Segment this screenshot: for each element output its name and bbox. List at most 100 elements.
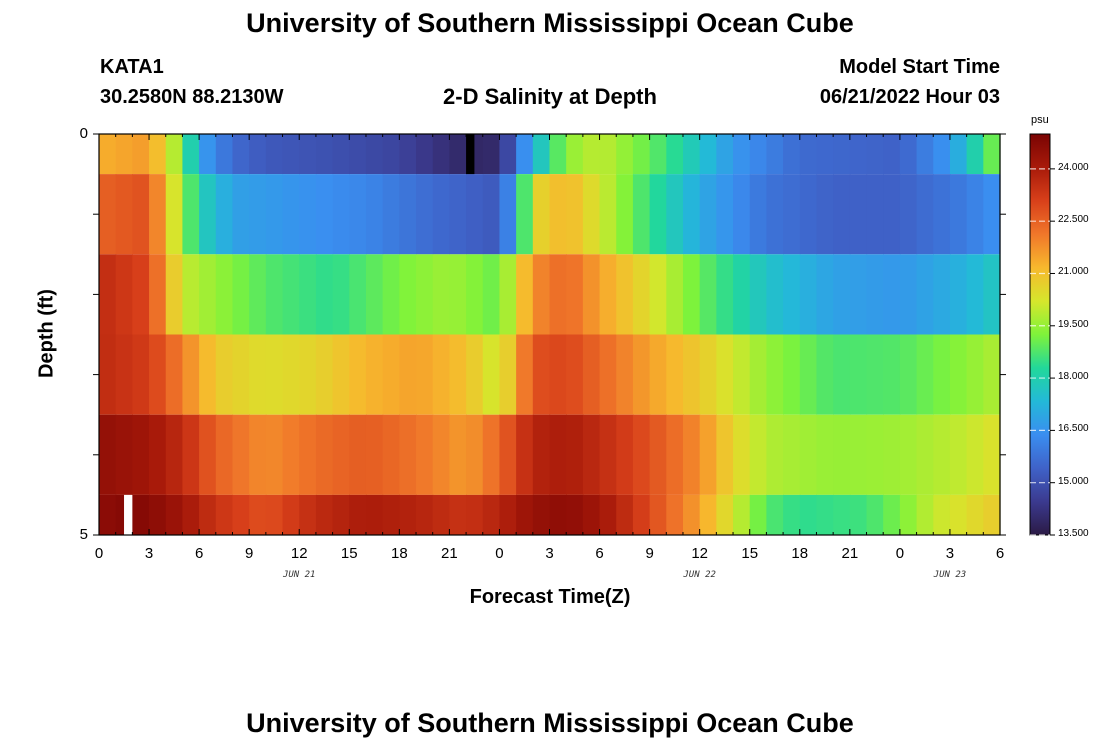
y-axis-label: Depth (ft): [35, 289, 58, 378]
heatmap-cell: [682, 174, 701, 255]
heatmap-cell: [616, 494, 634, 535]
heatmap-cell: [382, 174, 400, 255]
heatmap-cell: [849, 134, 868, 175]
heatmap-cell: [482, 334, 501, 415]
heatmap-cell: [966, 134, 984, 175]
heatmap-cell: [699, 494, 717, 535]
heatmap-cell: [149, 174, 167, 255]
heatmap-cell: [549, 134, 567, 175]
heatmap-cell: [949, 414, 968, 495]
heatmap-cell: [215, 414, 234, 495]
heatmap-cell: [899, 494, 918, 535]
heatmap-cell: [582, 254, 601, 335]
heatmap-cell: [365, 414, 384, 495]
heatmap-cell: [933, 254, 951, 335]
heatmap-cell: [416, 254, 434, 335]
heatmap-cell: [866, 134, 884, 175]
heatmap-cell: [482, 254, 501, 335]
heatmap-cell: [933, 174, 951, 255]
heatmap-cell: [899, 174, 918, 255]
heatmap-cell: [315, 494, 334, 535]
heatmap-cell: [115, 174, 133, 255]
heatmap-cell: [249, 414, 267, 495]
heatmap-cell: [599, 494, 617, 535]
heatmap-cell: [883, 414, 901, 495]
heatmap-cell: [666, 174, 684, 255]
heatmap-cell: [449, 174, 467, 255]
heatmap-cell: [516, 134, 534, 175]
heatmap-cell: [916, 254, 934, 335]
heatmap-cell: [532, 174, 551, 255]
y-axis: [93, 133, 1006, 536]
heatmap-cell: [149, 334, 167, 415]
heatmap-cell: [516, 414, 534, 495]
x-tick-label: 15: [741, 545, 759, 562]
x-tick-label: 15: [340, 545, 358, 562]
heatmap-cell: [249, 134, 267, 175]
heatmap-cell: [132, 174, 150, 255]
y-tick-label: 5: [79, 526, 88, 543]
heatmap-cell: [466, 494, 484, 535]
heatmap-cell: [332, 414, 350, 495]
heatmap-cell: [933, 494, 951, 535]
heatmap-cell: [482, 494, 501, 535]
heatmap-cell: [99, 494, 117, 535]
heatmap-cell: [432, 254, 450, 335]
y-tick-label: 0: [79, 125, 88, 142]
heatmap-cell: [466, 414, 484, 495]
heatmap-cell: [616, 414, 634, 495]
heatmap-cell: [365, 134, 384, 175]
heatmap-cell: [766, 134, 784, 175]
heatmap-cell: [716, 334, 734, 415]
chart-title: 2-D Salinity at Depth: [443, 84, 657, 109]
heatmap-cell: [215, 254, 234, 335]
heatmap-cell: [582, 334, 601, 415]
heatmap-cell: [99, 334, 117, 415]
heatmap-cell: [566, 414, 584, 495]
heatmap-cell: [365, 174, 384, 255]
heatmap-cell: [716, 134, 734, 175]
heatmap-cell: [983, 134, 1001, 175]
heatmap-cell: [699, 174, 717, 255]
heatmap-cell: [599, 414, 617, 495]
heatmap-cell: [532, 254, 551, 335]
x-tick-label: 21: [441, 545, 458, 562]
heatmap-cell: [666, 414, 684, 495]
heatmap-cell: [232, 334, 250, 415]
heatmap-cell: [616, 254, 634, 335]
heatmap-cell: [883, 254, 901, 335]
heatmap-cell: [783, 134, 801, 175]
heatmap-cell: [783, 334, 801, 415]
heatmap-cell: [232, 254, 250, 335]
heatmap-cell: [899, 134, 918, 175]
heatmap-cell: [733, 494, 751, 535]
heatmap-cell: [115, 414, 133, 495]
heatmap-cell: [766, 174, 784, 255]
heatmap-cell: [182, 494, 200, 535]
heatmap-cell: [632, 414, 651, 495]
heatmap-cell: [232, 414, 250, 495]
heatmap-cell: [749, 254, 768, 335]
heatmap-cell: [532, 334, 551, 415]
heatmap-cell: [315, 254, 334, 335]
heatmap-cell: [833, 494, 851, 535]
heatmap-cell: [132, 254, 150, 335]
heatmap-cell: [682, 414, 701, 495]
heatmap-cell: [632, 134, 651, 175]
heatmap-cell: [866, 254, 884, 335]
heatmap-cell: [599, 134, 617, 175]
heatmap-cell: [182, 174, 200, 255]
heatmap-cell: [399, 494, 417, 535]
heatmap-cell: [199, 134, 217, 175]
heatmap-cell: [916, 134, 934, 175]
heatmap-cell: [966, 414, 984, 495]
heatmap-cell: [833, 174, 851, 255]
heatmap-cell: [549, 174, 567, 255]
heatmap-cell: [265, 254, 284, 335]
heatmap-cell: [983, 334, 1001, 415]
heatmap-cell: [749, 134, 768, 175]
heatmap-cell: [616, 334, 634, 415]
heatmap-cell: [549, 494, 567, 535]
heatmap-cell: [466, 174, 484, 255]
